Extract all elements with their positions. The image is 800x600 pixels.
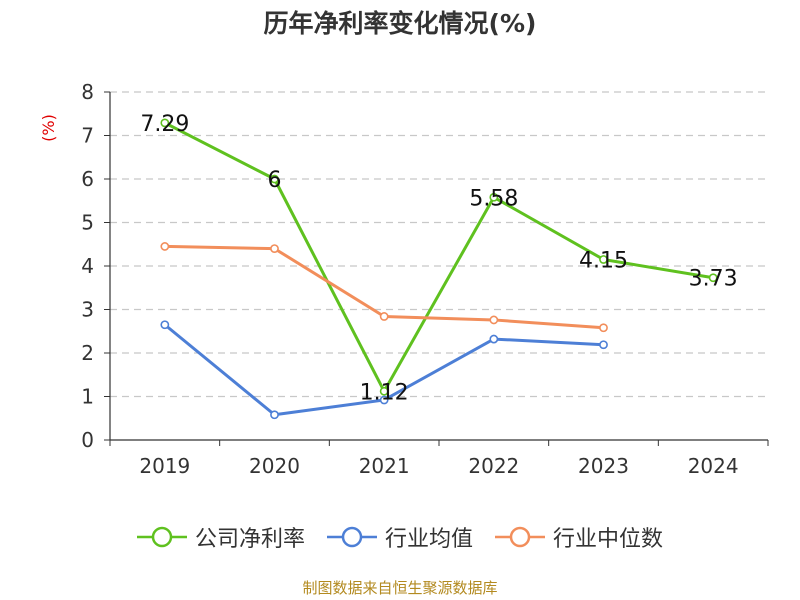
x-tick-label: 2019	[139, 454, 190, 478]
data-point	[599, 340, 608, 350]
data-label: 7.29	[140, 112, 189, 137]
legend-label: 行业中位数	[553, 527, 664, 552]
x-tick-label: 2020	[249, 454, 300, 478]
legend-marker-icon	[326, 526, 377, 548]
legend-marker-icon	[495, 526, 545, 548]
data-label: 1.12	[360, 380, 409, 405]
data-label: 3.73	[689, 267, 738, 292]
legend-marker-icon	[136, 526, 187, 548]
legend-item-0[interactable]: 公司净利率	[136, 521, 305, 553]
data-point	[270, 244, 279, 253]
data-point	[160, 242, 170, 251]
x-tick-label: 2023	[578, 454, 629, 478]
data-label: 6	[268, 168, 282, 193]
y-tick-label: 2	[81, 341, 94, 365]
data-point	[160, 118, 170, 128]
data-point	[599, 323, 608, 333]
data-point	[379, 312, 389, 321]
legend-item-2[interactable]: 行业中位数	[495, 521, 663, 553]
data-point	[160, 320, 170, 330]
data-point	[379, 395, 389, 405]
series-line-0	[164, 121, 714, 393]
x-tick-label: 2021	[359, 454, 410, 478]
y-tick-label: 4	[81, 254, 94, 278]
y-tick-label: 0	[81, 428, 94, 452]
y-tick-label: 5	[81, 211, 94, 235]
y-axis-label: (%)	[39, 114, 58, 142]
data-point	[270, 174, 279, 184]
x-tick-label: 2022	[468, 454, 519, 478]
chart-title: 历年净利率变化情况(%)	[263, 9, 537, 38]
data-point	[489, 315, 499, 325]
data-point	[489, 334, 499, 344]
legend-label: 公司净利率	[194, 527, 305, 552]
data-point	[379, 386, 389, 396]
y-tick-label: 7	[81, 124, 94, 148]
y-tick-label: 8	[81, 80, 94, 104]
legend-item-1[interactable]: 行业均值	[326, 521, 473, 553]
data-label: 5.58	[469, 186, 518, 211]
y-tick-label: 6	[81, 167, 94, 191]
data-point	[270, 410, 279, 420]
legend-label: 行业均值	[384, 527, 473, 552]
y-tick-label: 3	[81, 298, 94, 322]
data-point	[708, 273, 718, 283]
source-note: 制图数据来自恒生聚源数据库	[302, 579, 498, 597]
y-tick-label: 1	[81, 385, 94, 409]
legend: 公司净利率 行业均值 行业中位数	[0, 520, 800, 554]
x-tick-label: 2024	[688, 454, 739, 478]
data-point	[489, 192, 499, 202]
data-point	[599, 255, 608, 264]
data-label: 4.15	[579, 248, 628, 273]
